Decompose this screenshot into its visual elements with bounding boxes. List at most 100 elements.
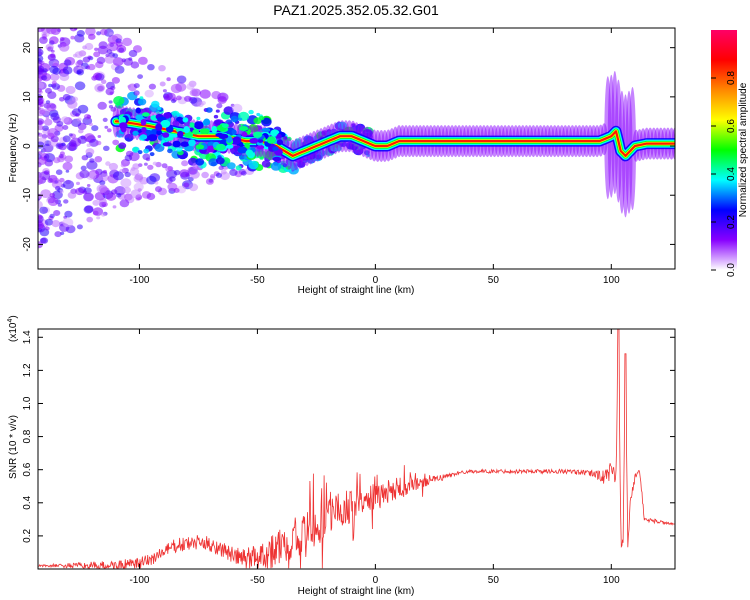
- spectrogram-cell: [56, 9, 64, 15]
- spectrogram-cell: [51, 80, 57, 85]
- snr-y-tick-label: 1.2: [22, 363, 33, 377]
- spectrogram-cell: [91, 125, 99, 132]
- spectrogram-cell: [59, 7, 64, 11]
- spectrogram-cell: [75, 187, 85, 196]
- spectrogram-cell: [183, 126, 190, 133]
- spectrogram-cell: [47, 128, 59, 138]
- spectrogram-cell: [146, 192, 156, 201]
- spectrogram-cell: [186, 83, 195, 90]
- spectrogram-cell: [201, 171, 209, 179]
- spectrogram-cell: [266, 136, 276, 144]
- spectrogram-cell: [94, 28, 99, 29]
- spectrogram-cell: [137, 98, 147, 106]
- spectrogram-cell: [119, 116, 127, 125]
- spectrogram-cell: [241, 131, 248, 137]
- spectrogram-cell: [259, 115, 265, 121]
- spectrogram-cell: [39, 14, 43, 18]
- spectrogram-cell: [176, 146, 183, 152]
- spectrogram-cell: [111, 189, 118, 195]
- spectrogram-cell: [160, 119, 171, 128]
- spectrogram-cell: [39, 206, 48, 214]
- spectrogram-cell: [97, 135, 102, 138]
- spectrogram-cell: [154, 181, 159, 185]
- spectrogram-cell: [41, 75, 48, 81]
- spectrogram-cell: [55, 169, 63, 175]
- spectrogram-cell: [88, 122, 93, 126]
- spectrogram-cell: [158, 65, 166, 72]
- spectrogram-x-tick-label: 100: [603, 275, 620, 286]
- spectrogram-cell: [133, 83, 140, 89]
- spectrogram-cell: [68, 133, 73, 137]
- spectrogram-cell: [104, 125, 109, 129]
- spectrogram-cell: [102, 117, 108, 122]
- spectrogram-cell: [171, 99, 176, 104]
- spectrogram-cell: [141, 112, 150, 117]
- spectrogram-cell: [148, 83, 156, 90]
- spectrogram-cell: [217, 96, 227, 104]
- snr-scale-close: ): [8, 315, 19, 318]
- spectrogram-cell: [38, 200, 43, 209]
- snr-y-ticks: 0.2 0.4 0.6 0.8 1.0 1.2 1.4: [22, 330, 675, 543]
- snr-series-line: [38, 329, 675, 569]
- spectrogram-cell: [116, 44, 127, 54]
- spectrogram-cell: [173, 188, 180, 193]
- spectrogram-cell: [76, 70, 82, 75]
- spectrogram-cell: [167, 148, 173, 154]
- spectrogram-cell: [108, 162, 118, 171]
- spectrogram-cell: [147, 164, 154, 170]
- spectrogram-cell: [113, 96, 125, 106]
- spectrogram-cell: [211, 125, 218, 133]
- spectrogram-cell: [108, 100, 113, 104]
- spectrogram-cell: [97, 101, 107, 110]
- spectrogram-cell: [61, 142, 66, 147]
- spectrogram-x-tick-label: -100: [129, 275, 149, 286]
- spectrogram-cell: [102, 169, 107, 174]
- spectrogram-cell: [272, 156, 282, 162]
- spectrogram-cell: [123, 160, 128, 164]
- spectrogram-cell: [62, 162, 73, 171]
- spectrogram-cell: [135, 107, 142, 114]
- spectrogram-cell: [99, 180, 106, 186]
- spectrogram-cell: [135, 114, 145, 121]
- spectrogram-cell: [124, 154, 133, 162]
- colorbar: 0.0 0.2 0.4 0.6 0.8 Normalized spectral ampl…: [711, 30, 749, 277]
- spectrogram-cell: [114, 186, 126, 196]
- spectrogram-cell: [116, 41, 123, 47]
- spectrogram-cell: [92, 199, 100, 206]
- spectrogram-cell: [38, 118, 45, 126]
- spectrogram-cell: [195, 144, 205, 150]
- spectrogram-cell: [199, 89, 211, 99]
- spectrogram-cell: [58, 43, 70, 52]
- snr-scale-base: (x10: [8, 322, 19, 342]
- spectrogram-cell: [161, 163, 168, 169]
- spectrogram-cell: [38, 141, 45, 149]
- spectrogram-cell: [83, 192, 94, 202]
- spectrogram-cell: [85, 148, 95, 156]
- spectrogram-cell: [50, 53, 56, 58]
- spectrogram-cell: [94, 47, 99, 51]
- spectrogram-cell: [216, 103, 223, 109]
- spectrogram-cell: [181, 160, 189, 167]
- spectrogram-cell: [44, 218, 54, 226]
- spectrogram-y-tick-label: -20: [22, 237, 33, 252]
- spectrogram-cell: [195, 158, 205, 166]
- spectrogram-cell: [38, 96, 44, 106]
- spectrogram-cell: [112, 171, 124, 181]
- spectrogram-cell: [38, 88, 42, 93]
- spectrogram-cell: [238, 117, 243, 122]
- spectrogram-cell: [276, 139, 284, 146]
- spectrogram-cell: [37, 20, 41, 23]
- spectrogram-cell: [128, 57, 133, 61]
- spectrogram-cell: [50, 49, 55, 53]
- spectrogram-cell: [218, 133, 229, 139]
- spectrogram-cell: [47, 7, 57, 15]
- spectrogram-cell: [62, 93, 71, 101]
- spectrogram-cell: [59, 16, 69, 25]
- spectrogram-cell: [38, 156, 47, 165]
- spectrogram-cell: [38, 82, 45, 89]
- spectrogram-cell: [112, 139, 120, 146]
- spectrogram-cell: [132, 130, 139, 136]
- spectrogram-cell: [76, 117, 82, 122]
- spectrogram-cell: [184, 95, 192, 102]
- spectrogram-cell: [89, 138, 99, 147]
